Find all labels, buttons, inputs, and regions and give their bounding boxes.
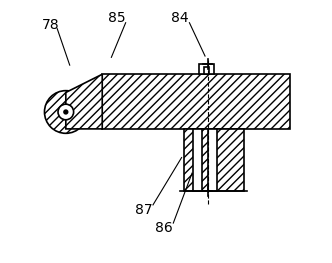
Bar: [204, 67, 209, 74]
Bar: [199, 64, 214, 74]
Text: 84: 84: [172, 11, 189, 25]
Polygon shape: [66, 74, 102, 129]
Circle shape: [44, 91, 87, 133]
Circle shape: [58, 104, 74, 120]
Text: 87: 87: [135, 203, 153, 216]
Text: 86: 86: [154, 221, 172, 235]
Text: 85: 85: [108, 11, 125, 25]
Bar: [193, 129, 203, 191]
Bar: [184, 129, 244, 191]
Bar: [102, 74, 290, 129]
Bar: [208, 129, 217, 191]
Circle shape: [64, 110, 68, 114]
Text: 78: 78: [42, 18, 59, 32]
